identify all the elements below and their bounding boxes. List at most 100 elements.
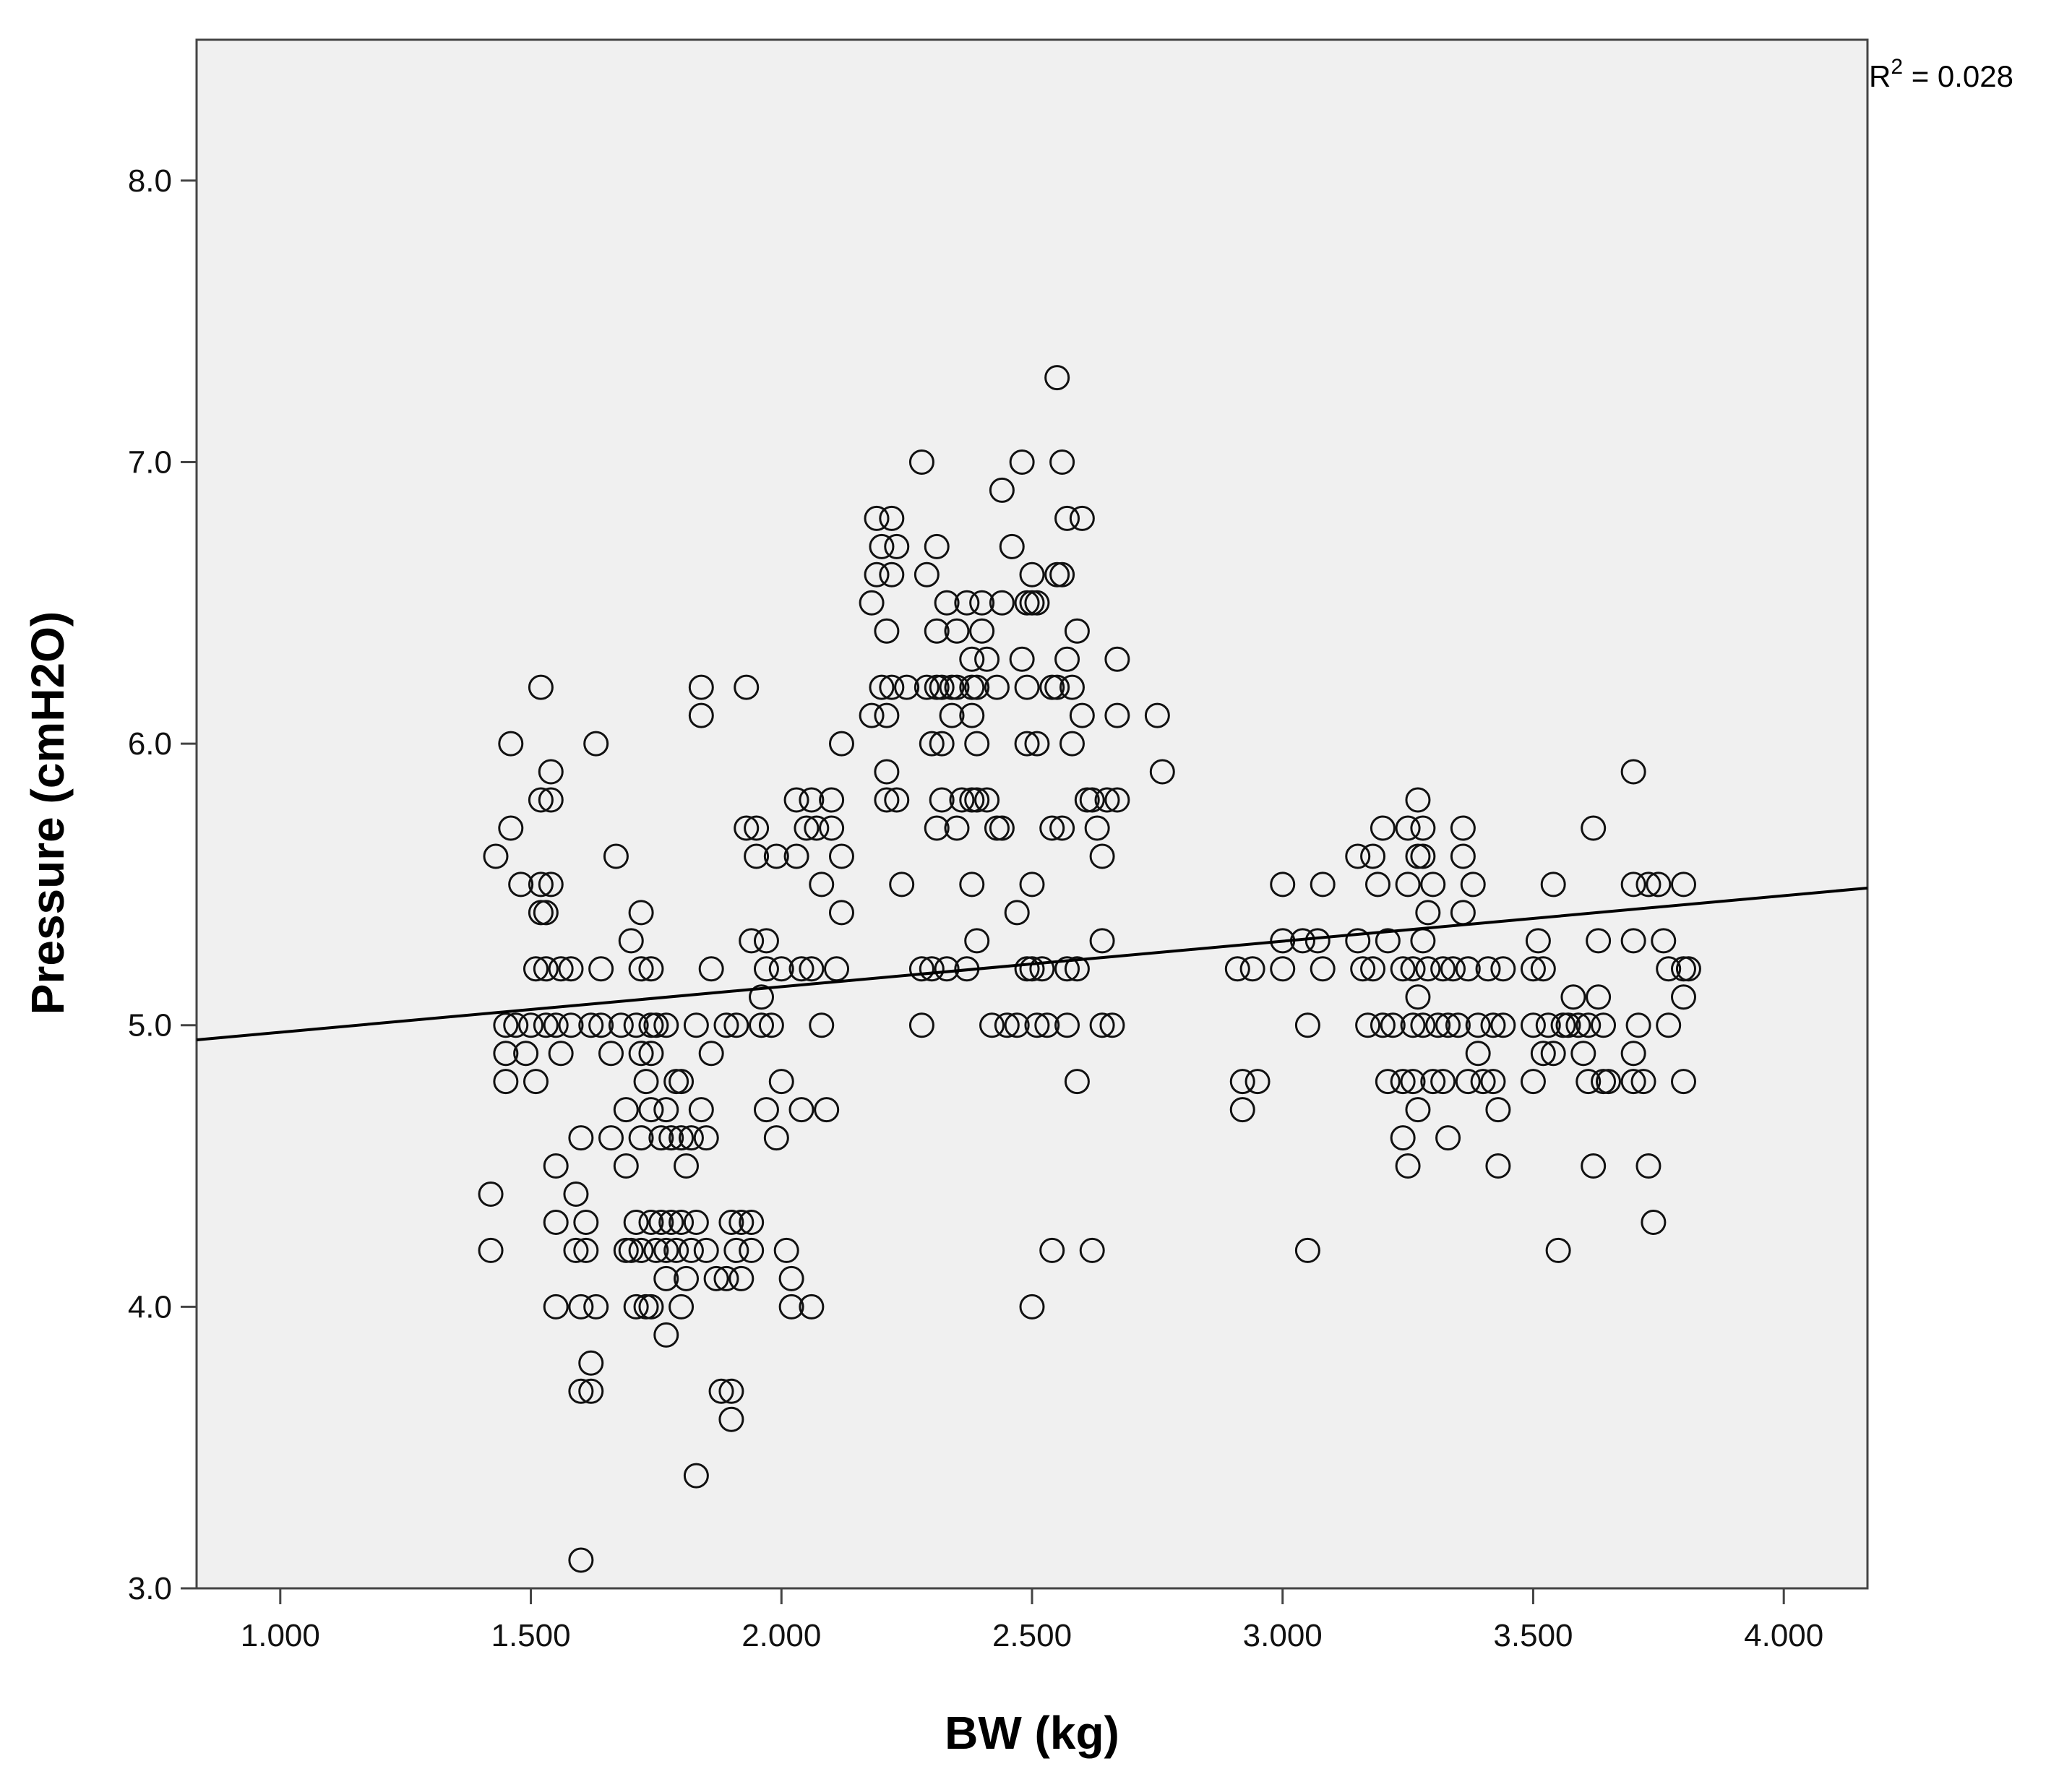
- data-point: [638, 1097, 664, 1123]
- data-point: [1540, 1041, 1566, 1067]
- data-point: [1239, 956, 1265, 982]
- data-point: [1064, 618, 1090, 644]
- data-point: [778, 1294, 804, 1320]
- data-point: [1310, 956, 1336, 982]
- data-point: [1635, 1153, 1662, 1179]
- data-point: [739, 928, 765, 954]
- data-point: [698, 1041, 724, 1067]
- x-tick-label: 3.000: [1243, 1618, 1323, 1653]
- data-point: [498, 815, 524, 841]
- data-point: [669, 1209, 695, 1235]
- data-point: [794, 815, 820, 841]
- data-point: [493, 1069, 519, 1095]
- data-point: [523, 1069, 549, 1095]
- data-point: [1229, 1097, 1255, 1123]
- data-point: [974, 787, 1000, 813]
- data-point: [653, 1012, 679, 1038]
- data-point: [1520, 956, 1546, 982]
- data-point: [999, 533, 1025, 559]
- data-point: [984, 674, 1010, 700]
- data-point: [1390, 1125, 1416, 1151]
- data-point: [533, 1012, 559, 1038]
- data-point: [613, 1153, 639, 1179]
- data-point: [528, 674, 554, 700]
- data-point: [783, 843, 809, 869]
- data-point: [908, 1012, 934, 1038]
- data-point: [1620, 871, 1646, 898]
- r-squared-value: = 0.028: [1903, 59, 2013, 93]
- data-point: [1455, 956, 1481, 982]
- data-point: [1670, 1069, 1696, 1095]
- data-point: [698, 956, 724, 982]
- data-point: [1455, 1069, 1481, 1095]
- data-point: [994, 1012, 1020, 1038]
- data-point: [929, 674, 955, 700]
- data-point: [879, 505, 905, 531]
- data-point: [1024, 590, 1050, 616]
- data-point: [788, 956, 814, 982]
- data-point: [1410, 1012, 1436, 1038]
- data-point: [718, 1209, 744, 1235]
- data-point: [563, 1237, 589, 1263]
- data-point: [964, 928, 990, 954]
- data-point: [723, 1237, 749, 1263]
- x-tick-label: 2.500: [992, 1618, 1072, 1653]
- r-squared-label: R: [1869, 59, 1891, 93]
- data-point: [538, 759, 564, 785]
- data-point: [744, 843, 770, 869]
- data-point: [1004, 1012, 1030, 1038]
- data-point: [778, 1265, 804, 1291]
- data-point: [768, 1069, 794, 1095]
- data-point: [653, 1237, 679, 1263]
- data-point: [713, 1012, 739, 1038]
- data-point: [1630, 1069, 1656, 1095]
- data-point: [1410, 843, 1436, 869]
- data-point: [749, 984, 775, 1010]
- data-point: [533, 900, 559, 926]
- data-point: [959, 646, 985, 672]
- data-point: [763, 843, 789, 869]
- data-point: [1019, 1294, 1045, 1320]
- data-point: [1270, 871, 1296, 898]
- data-point: [538, 787, 564, 813]
- data-point: [964, 731, 990, 757]
- data-point: [1656, 1012, 1682, 1038]
- data-point: [1245, 1069, 1271, 1095]
- data-point: [734, 674, 760, 700]
- data-point: [874, 759, 900, 785]
- data-point: [1450, 843, 1476, 869]
- data-point: [1430, 956, 1456, 982]
- data-point: [869, 674, 895, 700]
- data-point: [683, 1209, 709, 1235]
- data-point: [1490, 956, 1516, 982]
- x-axis: 1.000 1.500 2.000 2.500 3.000 3.500 4.000: [241, 1588, 1823, 1653]
- data-point: [653, 1097, 679, 1123]
- data-point: [1415, 900, 1441, 926]
- data-point: [669, 1069, 695, 1095]
- data-point: [728, 1209, 755, 1235]
- data-point: [1089, 1012, 1115, 1038]
- data-point: [1310, 871, 1336, 898]
- data-point: [518, 1012, 544, 1038]
- data-point: [1054, 505, 1080, 531]
- data-point: [1069, 505, 1095, 531]
- data-point: [734, 815, 760, 841]
- data-point: [799, 787, 825, 813]
- data-point: [1425, 1012, 1451, 1038]
- data-point: [1019, 871, 1045, 898]
- data-point: [819, 815, 845, 841]
- data-point: [678, 1125, 704, 1151]
- data-point: [974, 646, 1000, 672]
- data-point: [598, 1125, 624, 1151]
- data-point: [658, 1125, 684, 1151]
- data-point: [568, 1294, 594, 1320]
- data-point: [828, 843, 854, 869]
- data-point: [959, 871, 985, 898]
- y-tick-label: 6.0: [128, 726, 172, 762]
- data-point: [1089, 843, 1115, 869]
- data-point: [1405, 1097, 1431, 1123]
- data-point: [964, 674, 990, 700]
- data-point: [1375, 928, 1401, 954]
- data-point: [543, 1209, 569, 1235]
